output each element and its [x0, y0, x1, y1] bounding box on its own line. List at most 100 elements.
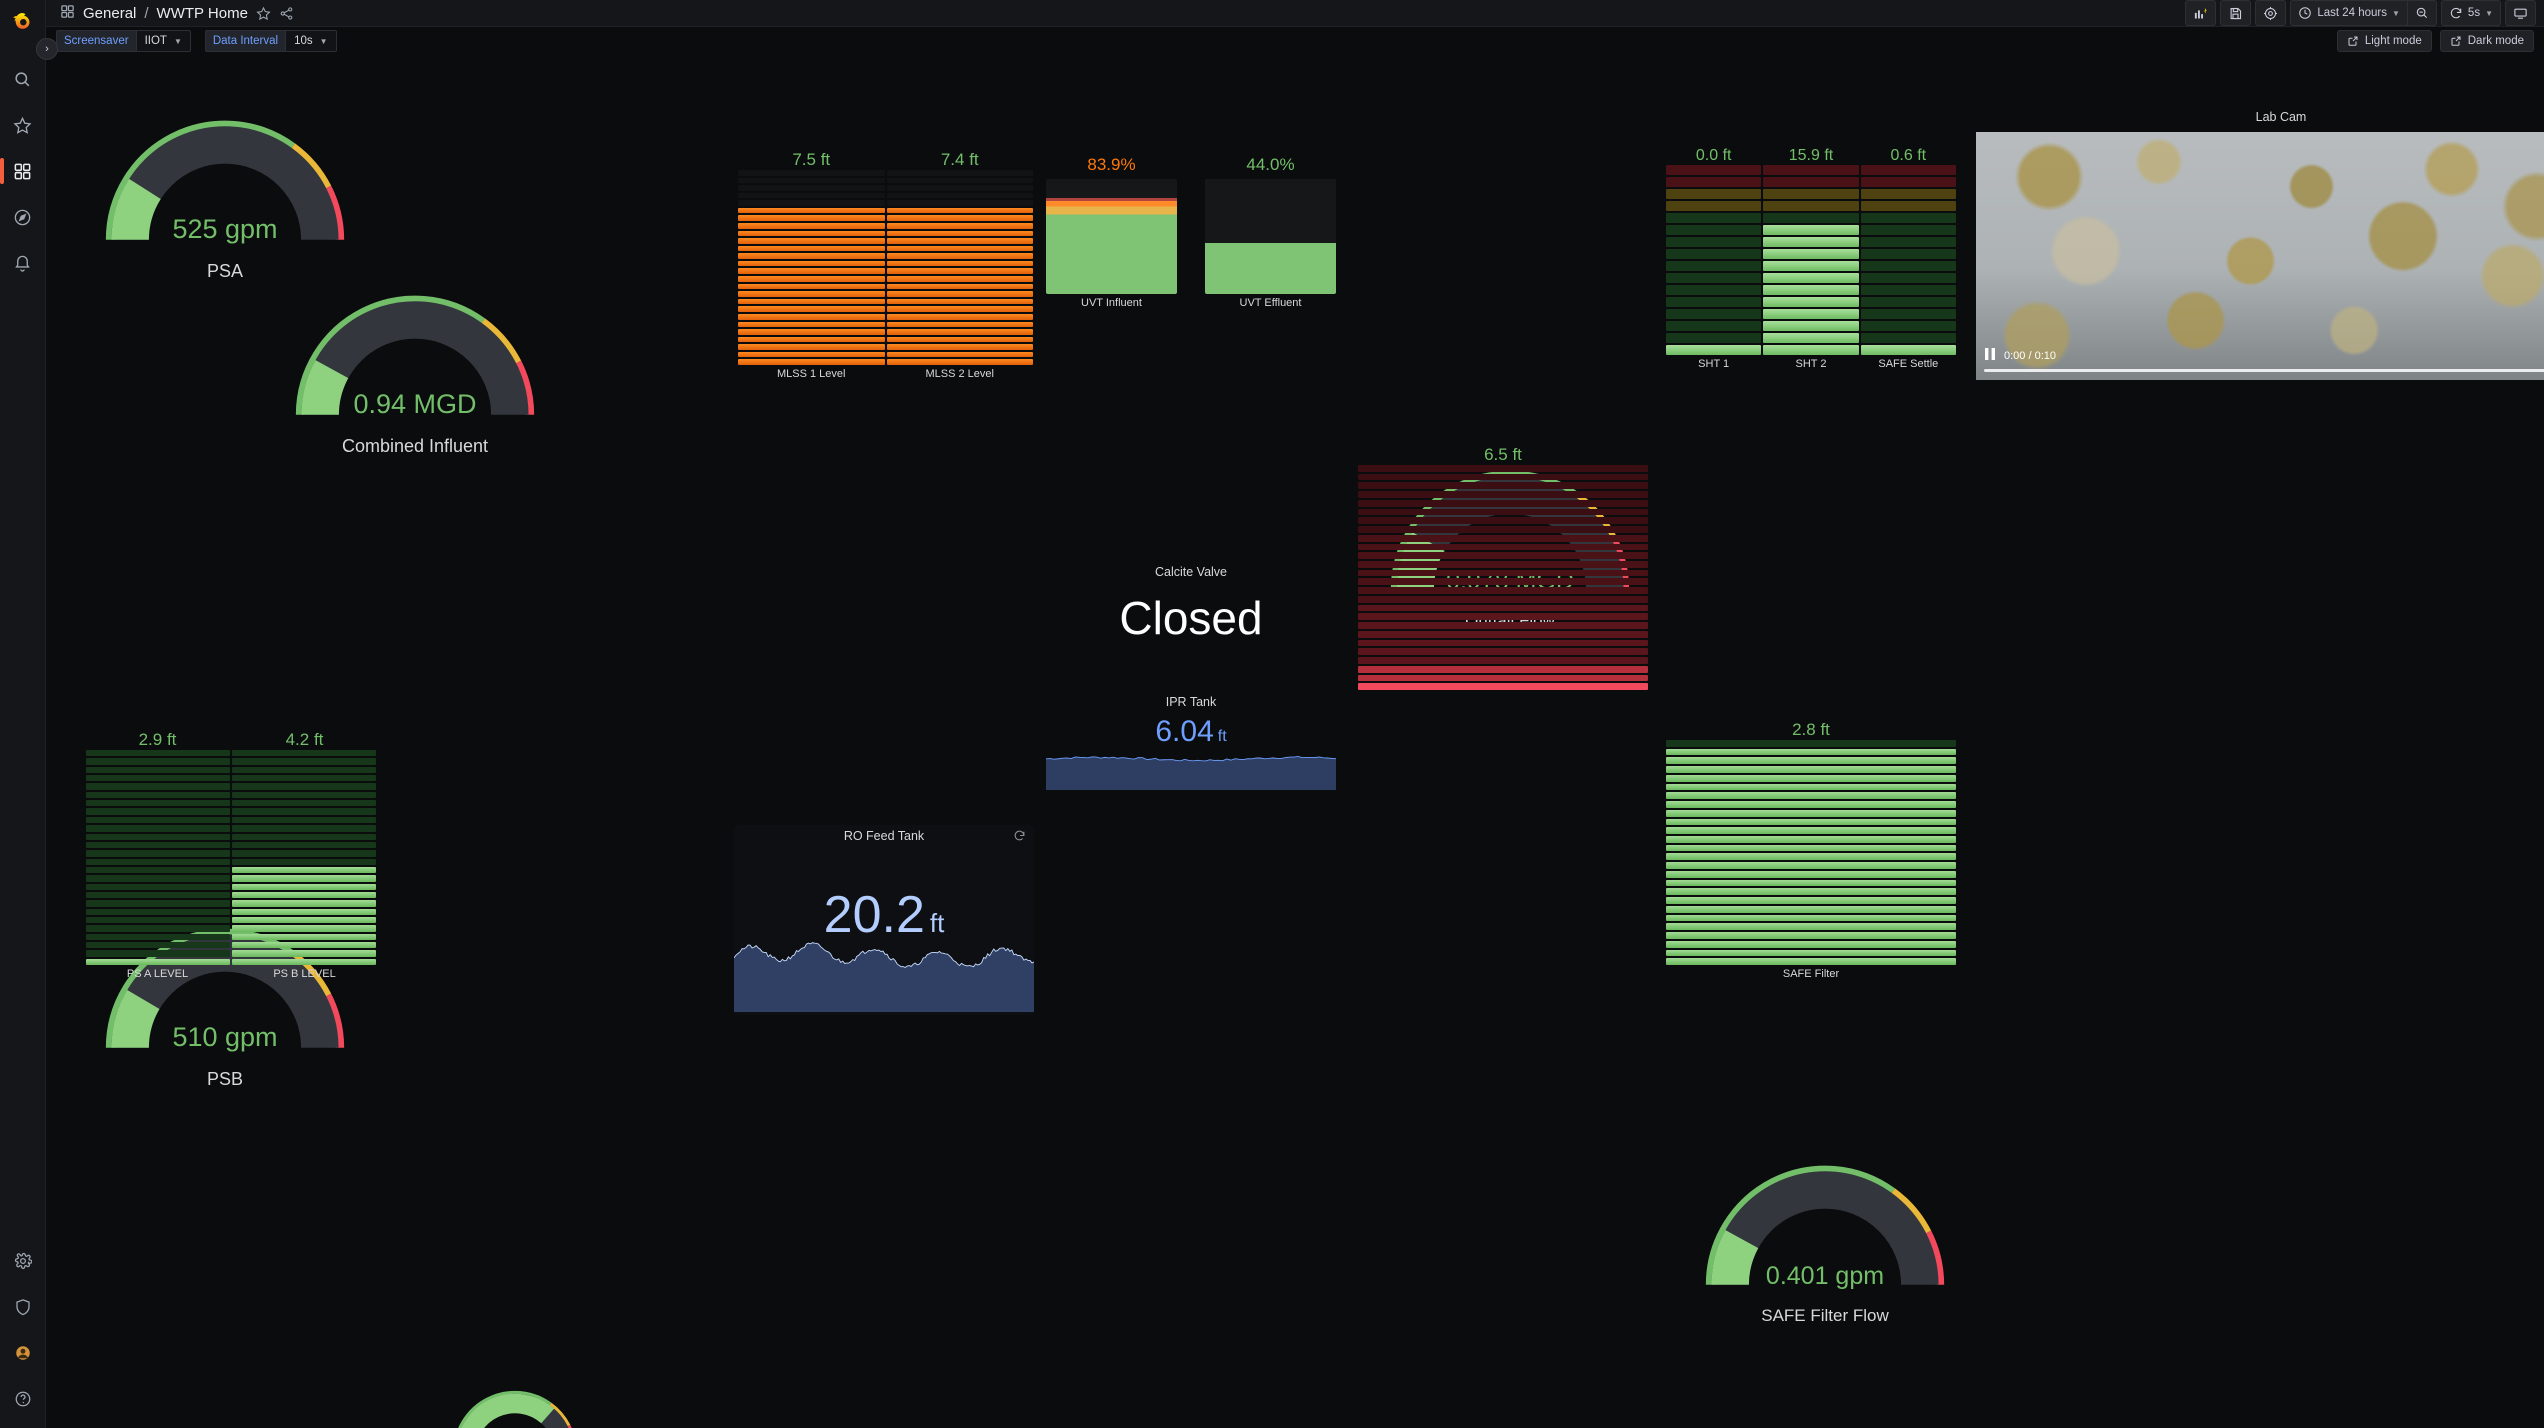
led-segment — [1358, 482, 1648, 490]
led-segment — [738, 306, 885, 312]
refresh-picker[interactable]: 5s ▼ — [2440, 0, 2501, 26]
variable-select[interactable]: IIOT ▼ — [135, 30, 191, 52]
time-range-picker[interactable]: Last 24 hours ▼ — [2290, 0, 2408, 26]
video-progress-bar[interactable] — [1984, 369, 2544, 372]
led-segment — [1860, 297, 1956, 307]
variable-select[interactable]: 10s ▼ — [285, 30, 337, 52]
led-segment — [886, 260, 1033, 267]
led-segment — [86, 950, 230, 957]
calcite-title: Calcite Valve — [1154, 565, 1228, 579]
dashboard-settings-button[interactable] — [2255, 0, 2287, 26]
refresh-icon[interactable] — [1013, 829, 1026, 847]
video-control-line: 0:00 / 0:10 — [1984, 347, 2544, 364]
add-panel-button[interactable] — [2185, 0, 2217, 26]
lab-cam-title: Lab Cam — [2255, 110, 2307, 124]
alerting-icon[interactable] — [3, 240, 43, 286]
light-mode-button[interactable]: Light mode — [2336, 30, 2432, 52]
safe-filter-label: SAFE Filter — [1782, 968, 1840, 980]
explore-icon[interactable] — [3, 194, 43, 240]
led-segment — [232, 883, 376, 890]
lab-cam-video[interactable]: 0:00 / 0:10 — [1976, 132, 2544, 380]
led-segment — [1763, 321, 1859, 331]
led-segment — [232, 816, 376, 824]
led-segment — [1358, 534, 1648, 542]
help-icon[interactable] — [3, 1376, 43, 1422]
search-icon[interactable] — [3, 56, 43, 102]
variable-label: Screensaver — [56, 30, 136, 52]
led-segment — [86, 916, 230, 924]
ipr-tank-unit: ft — [1217, 728, 1227, 745]
tv-mode-button[interactable] — [2505, 0, 2536, 26]
led-gauge-body — [738, 170, 1033, 365]
configuration-icon[interactable] — [3, 1238, 43, 1284]
shield-icon[interactable] — [3, 1284, 43, 1330]
led-segment — [1666, 809, 1956, 817]
ps-level-body — [86, 750, 376, 965]
starred-dashboards-icon[interactable] — [3, 102, 43, 148]
grafana-logo-icon[interactable] — [8, 8, 38, 38]
led-label: SAFE Settle — [1878, 358, 1939, 370]
uvt-panel: 83.9% UVT Influent 44.0% UVT Effluent — [1046, 155, 1336, 335]
led-value: 0.6 ft — [1890, 147, 1927, 164]
led-segment — [86, 791, 230, 799]
dark-mode-button[interactable]: Dark mode — [2439, 30, 2534, 52]
led-segment — [1860, 249, 1956, 259]
gauge-arc — [105, 120, 345, 241]
led-segment — [1666, 225, 1762, 235]
led-segment — [232, 950, 376, 957]
time-controls: Last 24 hours ▼ — [2290, 0, 2437, 26]
pause-icon[interactable] — [1984, 347, 1996, 364]
ipr-tank-panel: IPR Tank 6.04 ft — [1046, 695, 1336, 815]
led-segment — [1666, 827, 1956, 834]
led-segment — [86, 816, 230, 824]
led-label: SHT 1 — [1698, 358, 1730, 370]
led-column — [86, 750, 230, 965]
led-segment — [1666, 748, 1956, 756]
led-segment — [1358, 657, 1648, 664]
variable-value: IIOT — [144, 35, 167, 47]
led-segment — [886, 245, 1033, 252]
share-icon[interactable] — [279, 6, 294, 21]
gauge-arc — [1705, 1165, 1945, 1286]
toolbar-actions: Last 24 hours ▼ 5s ▼ — [2185, 0, 2536, 26]
led-segment — [232, 800, 376, 807]
safe-filter-value: 2.8 ft — [1792, 720, 1830, 739]
sht-panel: 0.0 ft 15.9 ft 0.6 ft SHT 1 SHT 2 SAFE Settle — [1666, 147, 1956, 402]
star-icon[interactable] — [256, 6, 271, 21]
led-segment — [886, 238, 1033, 244]
led-segment — [1358, 560, 1648, 568]
ipr-tank-body: 6.04 ft — [1046, 715, 1336, 790]
save-dashboard-button[interactable] — [2220, 0, 2252, 26]
time-range-label: Last 24 hours — [2317, 7, 2387, 19]
led-segment — [1666, 261, 1762, 271]
led-segment — [232, 908, 376, 915]
led-segment — [887, 178, 1034, 184]
video-time: 0:00 / 0:10 — [2004, 349, 2056, 362]
breadcrumb: General / WWTP Home — [60, 4, 294, 23]
led-segment — [886, 336, 1033, 343]
ro-feed-sparkline — [734, 932, 1034, 1012]
user-avatar[interactable] — [3, 1330, 43, 1376]
led-segment — [738, 178, 885, 184]
led-segment — [1666, 297, 1762, 307]
led-segment — [1358, 604, 1648, 612]
led-column — [886, 170, 1034, 365]
ps-value: 2.9 ft — [138, 730, 177, 749]
led-segment — [738, 170, 885, 176]
expand-nav-button[interactable]: › — [36, 38, 58, 60]
breadcrumb-dashboard[interactable]: WWTP Home — [156, 4, 248, 22]
led-segment — [1666, 905, 1956, 913]
breadcrumb-folder[interactable]: General — [83, 4, 137, 22]
led-segment — [1666, 766, 1956, 773]
uvt-tank-right — [1205, 179, 1336, 294]
zoom-out-time-button[interactable] — [2407, 0, 2437, 26]
ro-feed-value-row: 20.2 ft — [734, 885, 1034, 945]
dashboards-icon[interactable] — [0, 148, 43, 194]
led-segment — [1860, 177, 1956, 187]
led-segment — [886, 230, 1033, 237]
variable-value: 10s — [294, 35, 313, 47]
led-segment — [1666, 853, 1956, 861]
chevron-down-icon: ▼ — [2392, 8, 2400, 18]
led-segment — [232, 916, 376, 924]
